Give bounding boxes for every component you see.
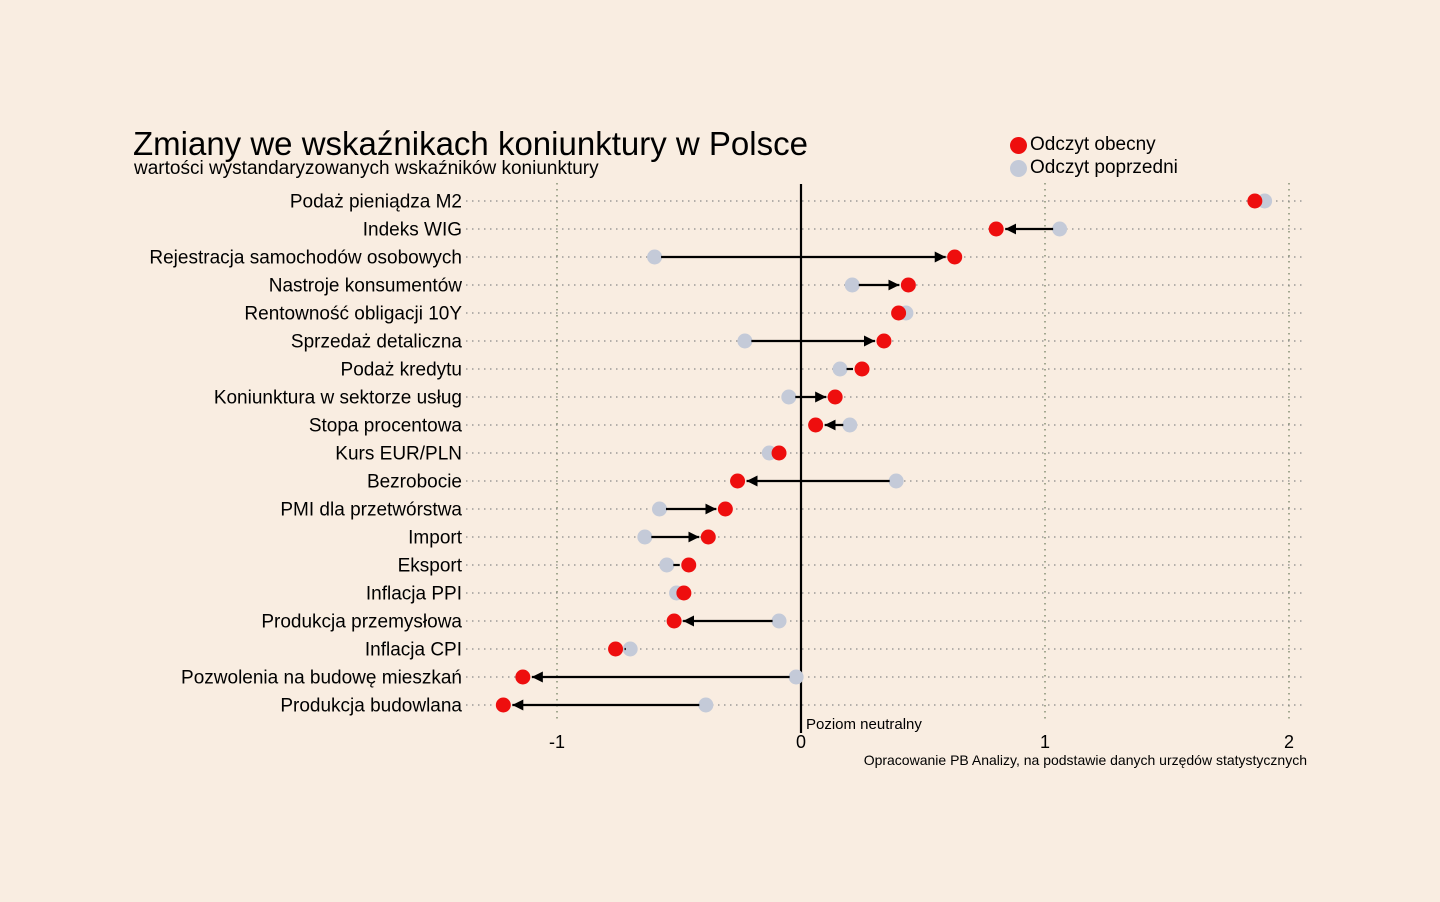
current-point xyxy=(808,417,824,433)
legend-previous-marker xyxy=(1010,160,1027,177)
previous-point xyxy=(647,249,663,265)
previous-point xyxy=(844,277,860,293)
current-point xyxy=(900,277,916,293)
previous-point xyxy=(651,501,667,517)
current-point xyxy=(827,389,843,405)
previous-point xyxy=(737,333,753,349)
category-label: PMI dla przetwórstwa xyxy=(280,500,462,521)
neutral-label: Poziom neutralny xyxy=(806,716,922,733)
previous-point xyxy=(788,669,804,685)
current-point xyxy=(771,445,787,461)
current-point xyxy=(854,361,870,377)
current-point xyxy=(876,333,892,349)
current-point xyxy=(988,221,1004,237)
current-point xyxy=(891,305,907,321)
x-tick-label: 2 xyxy=(1284,732,1294,752)
previous-point xyxy=(637,529,653,545)
current-point xyxy=(730,473,746,489)
category-label: Produkcja budowlana xyxy=(280,696,462,717)
legend-previous-label: Odczyt poprzedni xyxy=(1030,157,1178,178)
x-tick-label: -1 xyxy=(549,732,565,752)
category-label: Eksport xyxy=(398,556,463,577)
previous-point xyxy=(659,557,675,573)
category-label: Koniunktura w sektorze usług xyxy=(214,388,462,409)
previous-point xyxy=(698,697,714,713)
category-label: Stopa procentowa xyxy=(309,416,463,437)
category-label: Rentowność obligacji 10Y xyxy=(244,304,462,325)
current-point xyxy=(676,585,692,601)
previous-point xyxy=(842,417,858,433)
previous-point xyxy=(832,361,848,377)
current-point xyxy=(608,641,624,657)
category-label: Podaż pieniądza M2 xyxy=(290,192,462,213)
current-point xyxy=(1247,193,1263,209)
previous-point xyxy=(622,641,638,657)
previous-point xyxy=(781,389,797,405)
current-point xyxy=(515,669,531,685)
current-point xyxy=(717,501,733,517)
category-label: Inflacja PPI xyxy=(366,584,462,605)
current-point xyxy=(666,613,682,629)
category-label: Produkcja przemysłowa xyxy=(261,612,462,633)
previous-point xyxy=(888,473,904,489)
current-point xyxy=(947,249,963,265)
x-tick-label: 0 xyxy=(796,732,806,752)
category-label: Import xyxy=(408,528,463,549)
category-label: Rejestracja samochodów osobowych xyxy=(149,248,462,269)
category-label: Pozwolenia na budowę mieszkań xyxy=(181,668,462,689)
x-tick-label: 1 xyxy=(1040,732,1050,752)
previous-point xyxy=(1052,221,1068,237)
legend-current-marker xyxy=(1010,137,1027,154)
category-label: Podaż kredytu xyxy=(341,360,462,381)
current-point xyxy=(700,529,716,545)
category-label: Inflacja CPI xyxy=(365,640,462,661)
category-label: Indeks WIG xyxy=(363,220,462,241)
previous-point xyxy=(771,613,787,629)
legend-current-label: Odczyt obecny xyxy=(1030,134,1156,155)
legend-item-current: Odczyt obecny xyxy=(1010,133,1178,156)
source-note: Opracowanie PB Analizy, na podstawie dan… xyxy=(863,752,1307,768)
category-label: Kurs EUR/PLN xyxy=(335,444,462,465)
current-point xyxy=(495,697,511,713)
legend: Odczyt obecny Odczyt poprzedni xyxy=(1010,133,1178,179)
legend-item-previous: Odczyt poprzedni xyxy=(1010,156,1178,179)
category-label: Bezrobocie xyxy=(367,472,462,493)
chart-subtitle: wartości wystandaryzowanych wskaźników k… xyxy=(134,158,599,179)
category-label: Sprzedaż detaliczna xyxy=(291,332,463,353)
chart-title: Zmiany we wskaźnikach koniunktury w Pols… xyxy=(133,125,808,162)
current-point xyxy=(681,557,697,573)
category-label: Nastroje konsumentów xyxy=(269,276,463,297)
